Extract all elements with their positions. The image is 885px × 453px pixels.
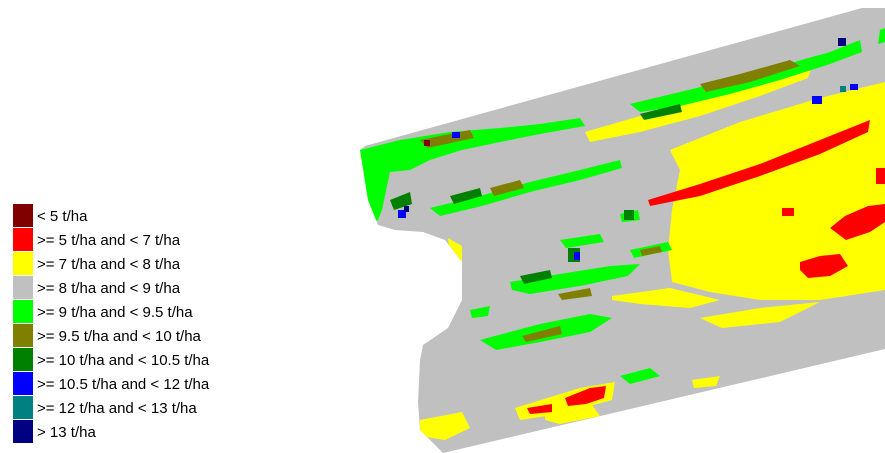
zone-yellow [420, 412, 470, 440]
legend-item-10_5-12: >= 10.5 t/ha and < 12 t/ha [13, 372, 313, 396]
zone-light-green [360, 118, 585, 222]
legend-label: >= 9.5 t/ha and < 10 t/ha [37, 328, 201, 345]
legend-item-below-5: < 5 t/ha [13, 204, 313, 228]
legend-label: >= 12 t/ha and < 13 t/ha [37, 400, 197, 417]
zone-red [800, 254, 848, 278]
zone-olive [558, 288, 592, 300]
zone-teal [840, 86, 846, 92]
legend-swatch [13, 420, 33, 443]
zone-red [876, 168, 885, 184]
legend-item-12-13: >= 12 t/ha and < 13 t/ha [13, 396, 313, 420]
zone-blue [398, 210, 406, 218]
legend-item-10-10_5: >= 10 t/ha and < 10.5 t/ha [13, 348, 313, 372]
zone-red [830, 204, 885, 240]
legend-label: >= 7 t/ha and < 8 t/ha [37, 256, 181, 273]
zone-navy [838, 38, 846, 46]
zone-yellow [612, 288, 720, 308]
legend-item-above-13: > 13 t/ha [13, 420, 313, 444]
legend-swatch [13, 324, 33, 347]
zone-yellow [700, 302, 820, 328]
zone-light-green [430, 160, 622, 216]
zone-light-green [878, 28, 885, 44]
zone-olive [522, 326, 562, 342]
zone-light-green [560, 234, 604, 248]
zone-blue [574, 252, 580, 260]
zone-light-green [510, 264, 640, 294]
zone-blue [452, 132, 460, 138]
zone-red [527, 404, 552, 414]
zone-olive [640, 246, 662, 256]
legend-label: >= 10.5 t/ha and < 12 t/ha [37, 376, 210, 393]
zone-red [648, 120, 870, 206]
zone-red [782, 208, 794, 216]
legend-label: >= 5 t/ha and < 7 t/ha [37, 232, 181, 249]
legend-item-9-9_5: >= 9 t/ha and < 9.5 t/ha [13, 300, 313, 324]
legend-swatch [13, 276, 33, 299]
legend-swatch [13, 372, 33, 395]
legend-item-9_5-10: >= 9.5 t/ha and < 10 t/ha [13, 324, 313, 348]
legend-swatch [13, 348, 33, 371]
zone-olive [490, 180, 524, 196]
zone-red [565, 386, 606, 406]
zone-blue [812, 96, 822, 104]
field-zones [360, 8, 885, 453]
zone-olive [420, 130, 474, 148]
zone-yellow [545, 402, 600, 424]
zone-dark-green [520, 270, 552, 284]
zone-brown [424, 140, 430, 146]
zone-yellow [692, 376, 720, 388]
legend-item-8-9: >= 8 t/ha and < 9 t/ha [13, 276, 313, 300]
zone-dark-green [624, 210, 634, 220]
legend-item-7-8: >= 7 t/ha and < 8 t/ha [13, 252, 313, 276]
legend-label: >= 8 t/ha and < 9 t/ha [37, 280, 181, 297]
yield-legend: < 5 t/ha >= 5 t/ha and < 7 t/ha >= 7 t/h… [13, 204, 313, 444]
legend-swatch [13, 300, 33, 323]
legend-label: >= 10 t/ha and < 10.5 t/ha [37, 352, 210, 369]
zone-light-green [620, 368, 660, 384]
zone-navy [404, 206, 409, 212]
legend-label: >= 9 t/ha and < 9.5 t/ha [37, 304, 193, 321]
zone-olive [700, 60, 800, 92]
legend-swatch [13, 396, 33, 419]
legend-item-5-7: >= 5 t/ha and < 7 t/ha [13, 228, 313, 252]
legend-swatch [13, 252, 33, 275]
legend-swatch [13, 204, 33, 227]
zone-light-green [470, 306, 490, 318]
legend-label: < 5 t/ha [37, 208, 88, 225]
legend-swatch [13, 228, 33, 251]
zone-dark-green [640, 104, 682, 120]
zone-dark-green [390, 192, 412, 210]
zone-blue [850, 84, 858, 90]
zone-dark-green [450, 188, 482, 204]
legend-label: > 13 t/ha [37, 424, 96, 441]
